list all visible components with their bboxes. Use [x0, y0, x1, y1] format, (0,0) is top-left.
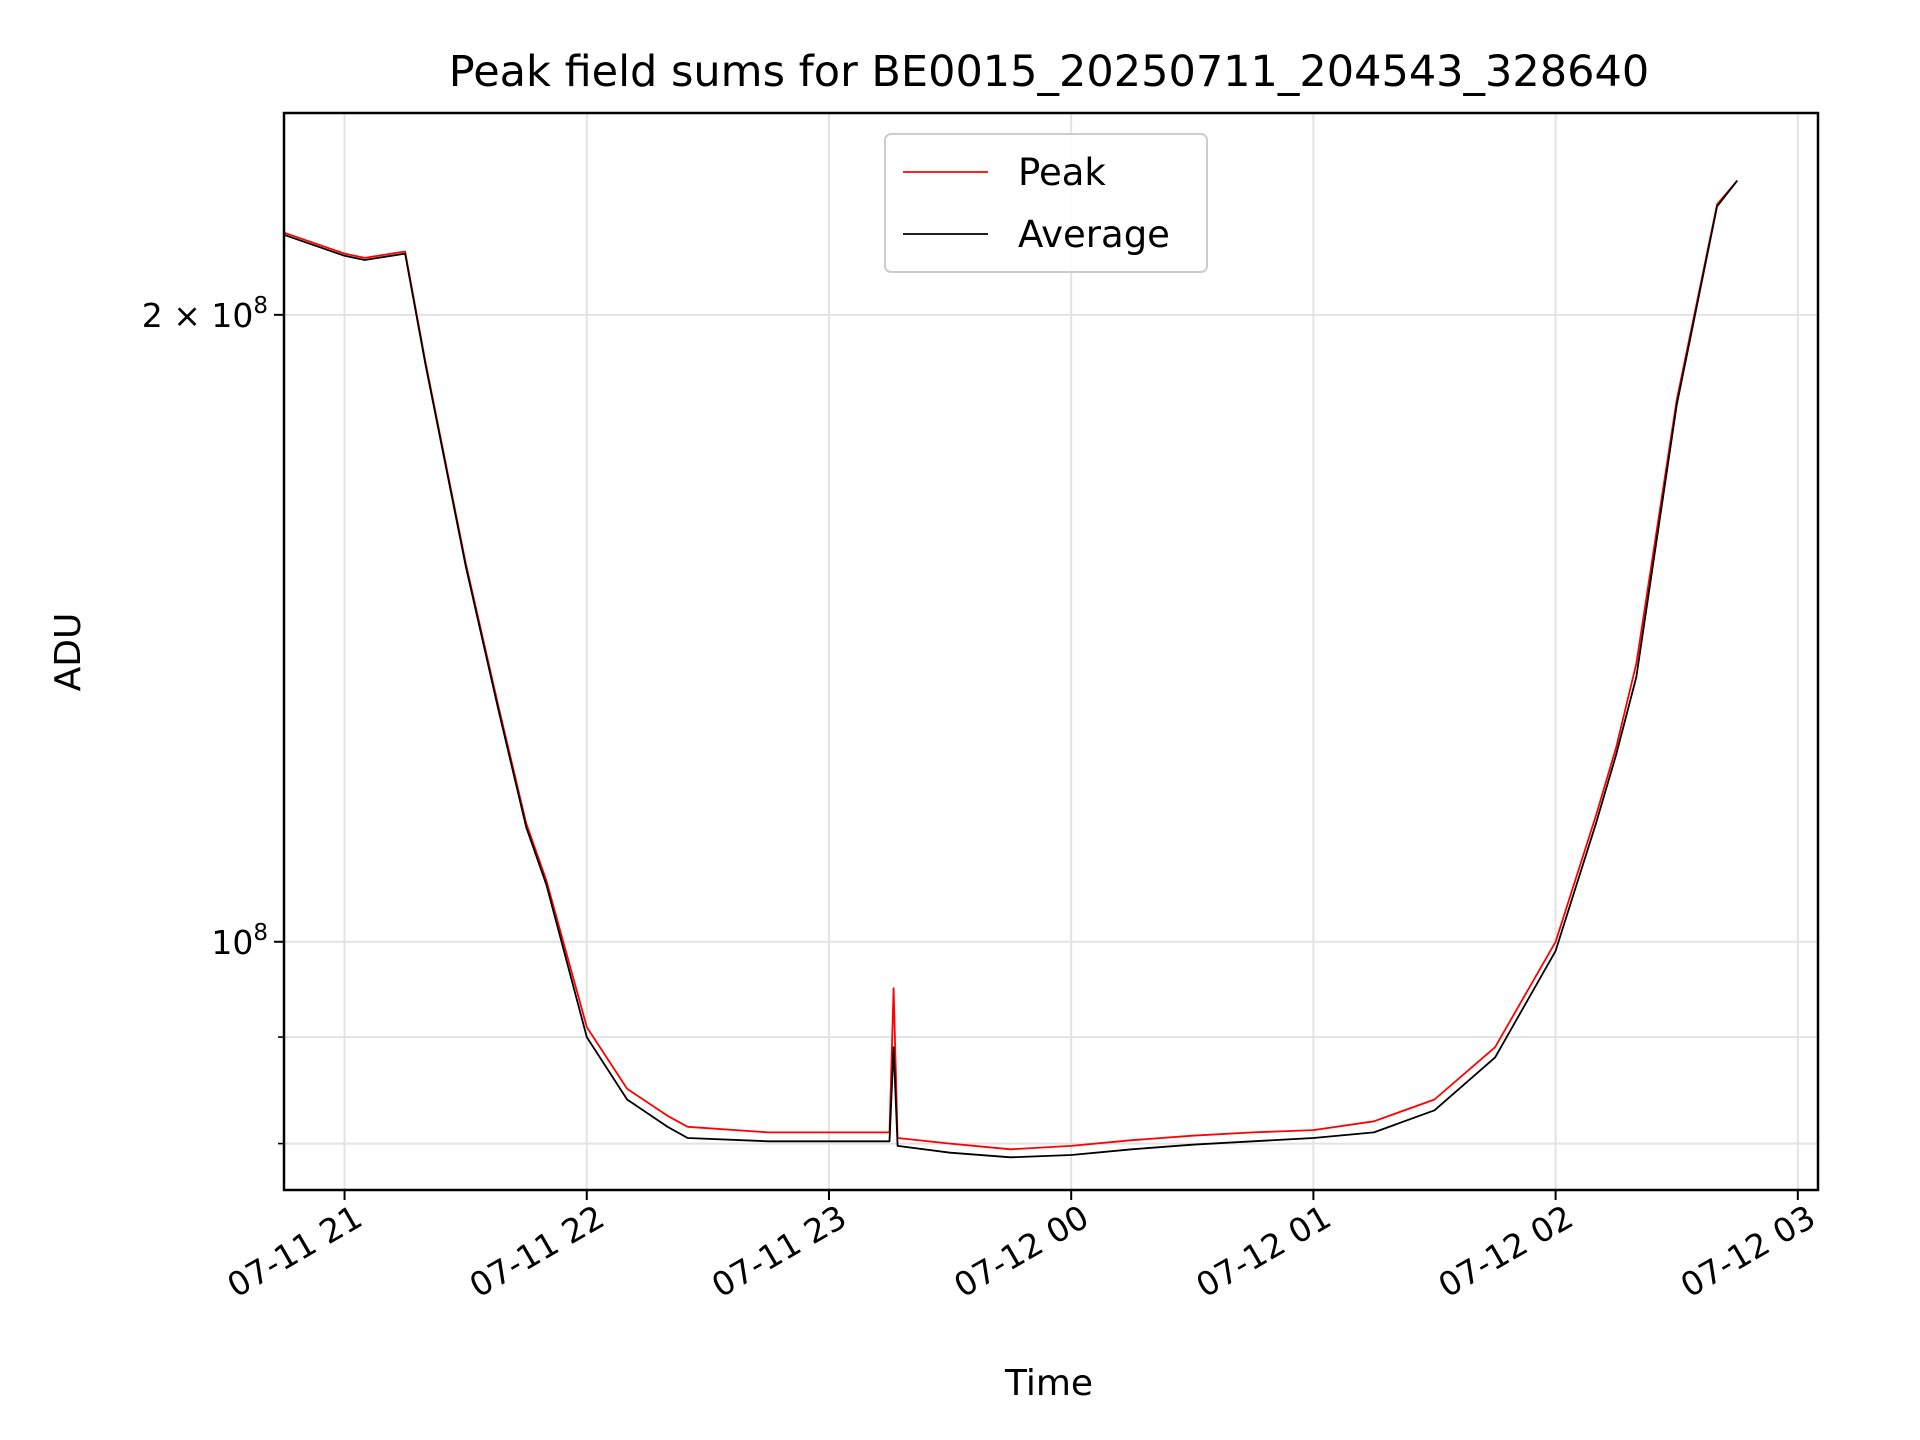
chart-title: Peak field sums for BE0015_20250711_2045… — [449, 47, 1649, 97]
series-layer — [283, 180, 1739, 1159]
y-tick-label: 108 — [211, 920, 268, 962]
legend: Peak Average — [884, 133, 1208, 273]
x-axis-label: Time — [1004, 1363, 1093, 1404]
grid-layer — [284, 113, 1818, 1190]
plot-frame — [282, 111, 1820, 1192]
legend-label: Average — [1018, 213, 1170, 256]
y-tick-label: 2 × 108 — [142, 293, 268, 335]
legend-label: Peak — [1018, 151, 1106, 194]
legend-box — [884, 133, 1208, 273]
y-axis-label: ADU — [48, 613, 89, 692]
series-line-average — [283, 180, 1739, 1159]
